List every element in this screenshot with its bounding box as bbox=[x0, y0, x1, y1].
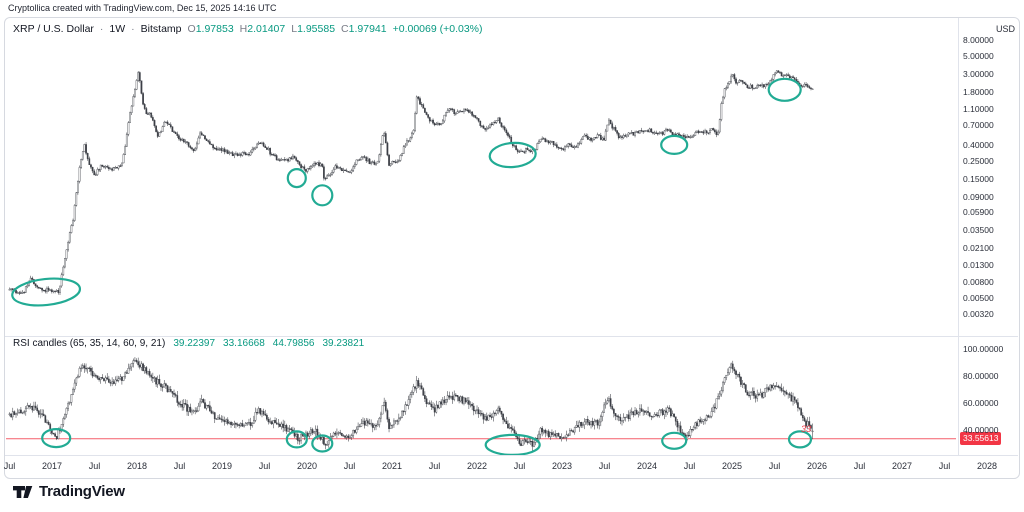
rsi-candles[interactable] bbox=[8, 357, 814, 451]
ohlc-low: L1.95585 bbox=[291, 23, 335, 35]
price-annotations bbox=[11, 77, 802, 309]
tradingview-logo-icon bbox=[13, 486, 33, 498]
rsi-value-high: 44.79856 bbox=[272, 338, 315, 349]
price-axis-separator bbox=[958, 18, 959, 455]
ohlc-high-label: H bbox=[239, 23, 248, 35]
ohlc-high: H2.01407 bbox=[240, 23, 286, 35]
price-axis[interactable] bbox=[958, 18, 1020, 455]
time-axis-separator bbox=[5, 455, 1018, 456]
price-axis-unit: USD bbox=[996, 24, 1016, 34]
annotation-ellipse[interactable] bbox=[41, 428, 72, 449]
rsi-indicator-bar[interactable]: RSI candles (65, 35, 14, 60, 9, 21) 39.2… bbox=[13, 338, 364, 349]
rsi-indicator-label[interactable]: RSI candles (65, 35, 14, 60, 9, 21) bbox=[13, 338, 166, 349]
annotation-ellipse[interactable] bbox=[787, 430, 813, 449]
ohlc-low-label: L bbox=[291, 23, 298, 35]
rsi-annotations bbox=[41, 428, 813, 456]
symbol-info-bar[interactable]: XRP / U.S. Dollar · 1W · Bitstamp O1.978… bbox=[13, 23, 483, 35]
ohlc-high-value: 2.01407 bbox=[247, 23, 286, 35]
interval-value[interactable]: 1W bbox=[109, 23, 126, 35]
ohlc-close-label: C bbox=[341, 23, 349, 35]
rsi-level-label[interactable]: 33 bbox=[801, 423, 812, 434]
annotation-ellipse[interactable] bbox=[311, 434, 334, 453]
tradingview-wordmark: TradingView bbox=[39, 483, 125, 500]
annotation-ellipse[interactable] bbox=[286, 168, 307, 189]
annotation-ellipse[interactable] bbox=[488, 141, 537, 169]
attribution-text: Cryptollica created with TradingView.com… bbox=[8, 3, 277, 13]
tradingview-logo[interactable]: TradingView bbox=[12, 483, 125, 500]
annotation-ellipse[interactable] bbox=[285, 430, 308, 449]
annotation-ellipse[interactable] bbox=[311, 184, 334, 207]
price-candles[interactable] bbox=[8, 70, 814, 296]
symbol-name[interactable]: XRP / U.S. Dollar bbox=[13, 23, 94, 35]
annotation-ellipse[interactable] bbox=[484, 433, 541, 456]
annotation-ellipse[interactable] bbox=[11, 276, 82, 309]
annotation-ellipse[interactable] bbox=[661, 431, 688, 450]
change-value: +0.00069 (+0.03%) bbox=[392, 23, 483, 35]
separator-dot: · bbox=[131, 23, 135, 35]
rsi-value-close: 39.23821 bbox=[322, 338, 365, 349]
annotation-ellipse[interactable] bbox=[767, 77, 802, 102]
pane-separator[interactable] bbox=[5, 336, 1018, 337]
ohlc-open-value: 1.97853 bbox=[195, 23, 234, 35]
rsi-value-open: 39.22397 bbox=[173, 338, 216, 349]
ohlc-close: C1.97941 bbox=[341, 23, 387, 35]
ohlc-open: O1.97853 bbox=[188, 23, 234, 35]
separator-dot: · bbox=[99, 23, 104, 35]
time-axis[interactable] bbox=[5, 456, 1018, 477]
ohlc-close-value: 1.97941 bbox=[348, 23, 387, 35]
rsi-level-badge: 33.55613 bbox=[960, 432, 1002, 446]
ohlc-open-label: O bbox=[187, 23, 196, 35]
ohlc-low-value: 1.95585 bbox=[297, 23, 336, 35]
rsi-value-low: 33.16668 bbox=[223, 338, 265, 349]
annotation-ellipse[interactable] bbox=[660, 134, 689, 155]
exchange-name[interactable]: Bitstamp bbox=[140, 23, 182, 35]
chart-frame bbox=[4, 17, 1020, 479]
